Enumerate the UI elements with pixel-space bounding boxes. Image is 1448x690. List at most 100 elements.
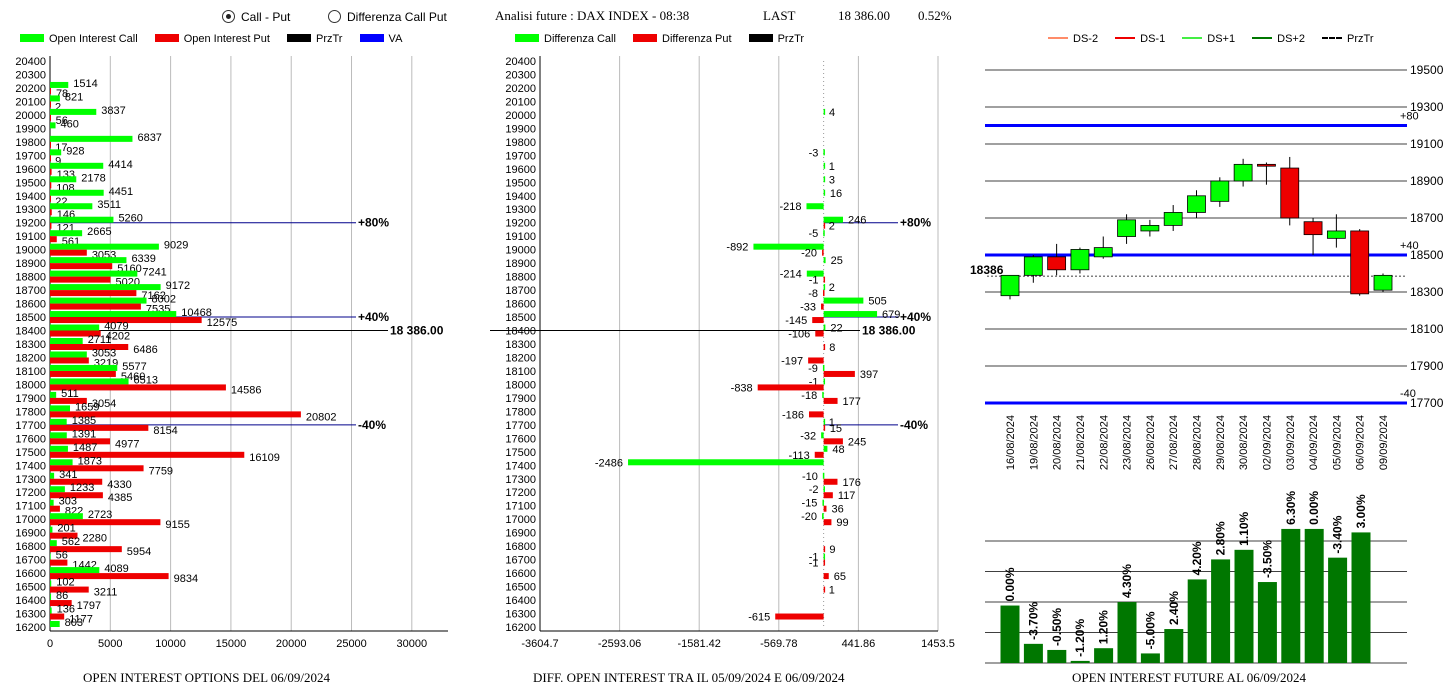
future-bar-label: -3.70%	[1026, 601, 1040, 639]
candle-body	[1117, 219, 1136, 237]
legend-ds-plus2: DS+2	[1252, 33, 1305, 45]
legend-line	[1182, 37, 1203, 39]
put-value-label: 7162	[141, 290, 165, 302]
page-title: Analisi future : DAX INDEX - 08:38	[495, 8, 690, 23]
call-value-label: 5577	[122, 361, 146, 373]
date-label: 26/08/2024	[1145, 415, 1157, 470]
candle-body	[1210, 180, 1230, 202]
legend-oi-put: Open Interest Put	[154, 33, 270, 45]
caption-oi: OPEN INTEREST OPTIONS DEL 06/09/2024	[83, 670, 330, 685]
strike-label: 19800	[15, 137, 46, 149]
put-bar	[50, 573, 169, 580]
date-label: 09/09/2024	[1378, 415, 1390, 470]
strike-label: 19000	[15, 245, 46, 257]
call-value-label: 6339	[131, 253, 155, 265]
strike-label: 16600	[505, 568, 536, 580]
call-bar	[50, 594, 52, 601]
put-value-label: 5954	[127, 546, 151, 558]
call-value-label: 928	[66, 145, 84, 157]
put-bar	[50, 263, 113, 270]
va-level-label: +40%	[900, 310, 931, 324]
put-bar	[50, 546, 122, 553]
call-value-label: 2723	[88, 509, 112, 521]
call-value-label: 86	[56, 590, 68, 602]
put-bar	[50, 209, 52, 216]
change-pct: 0.52%	[918, 8, 952, 23]
put-bar	[50, 519, 161, 526]
legend-prztr: PrzTr	[1322, 33, 1374, 45]
put-bar	[50, 411, 301, 418]
call-diff-bar-label: 1	[829, 417, 835, 429]
call-bar	[50, 580, 52, 587]
call-value-label: 1233	[70, 482, 94, 494]
va-level-label: -40%	[900, 418, 928, 432]
put-bar	[50, 465, 144, 472]
legend-swatch	[20, 34, 44, 42]
last-value: 18 386.00	[838, 8, 890, 23]
future-bar	[1000, 605, 1020, 663]
y-tick-label: 18900	[1410, 174, 1444, 188]
radio-call-put[interactable]: Call - Put	[222, 10, 290, 24]
strike-label: 19600	[15, 164, 46, 176]
put-diff-bar	[815, 330, 824, 337]
put-bar	[50, 397, 87, 404]
put-diff-bar	[823, 573, 829, 580]
legend-line	[1048, 37, 1068, 39]
strike-label: 18000	[15, 379, 46, 391]
va-level-label: -40%	[358, 418, 386, 432]
call-value-label: 4089	[104, 563, 128, 575]
future-bar	[1211, 559, 1231, 663]
date-label: 29/08/2024	[1215, 415, 1227, 470]
put-diff-bar	[823, 492, 833, 499]
put-diff-bar	[812, 317, 824, 324]
put-value-label: 56	[56, 115, 68, 127]
put-bar	[50, 276, 111, 283]
put-bar	[50, 101, 51, 108]
radio-off-icon[interactable]	[328, 10, 341, 23]
put-diff-bar	[823, 290, 825, 297]
call-diff-bar-label: 22	[830, 323, 842, 335]
call-bar	[50, 324, 100, 331]
call-diff-bar-label: -218	[779, 201, 801, 213]
put-diff-bar	[821, 303, 824, 310]
call-value-label: 3053	[92, 347, 116, 359]
put-value-label: 3211	[94, 587, 118, 599]
put-diff-bar	[823, 276, 826, 283]
radio-differenza[interactable]: Differenza Call Put	[328, 10, 447, 24]
put-value-label: 16109	[249, 452, 280, 464]
strike-label: 16900	[505, 528, 536, 540]
call-bar	[50, 230, 83, 237]
candle-body	[1187, 195, 1206, 213]
call-bar	[50, 216, 114, 223]
call-diff-bar-label: 246	[848, 215, 866, 227]
put-value-label: 14586	[231, 384, 262, 396]
call-value-label: 2711	[88, 334, 112, 346]
strike-label: 19300	[505, 204, 536, 216]
future-bar	[1117, 602, 1137, 663]
put-value-label: 4977	[115, 438, 139, 450]
put-bar	[50, 182, 52, 189]
strike-label: 20200	[15, 83, 46, 95]
put-diff-bar-label: -113	[789, 450, 810, 462]
put-value-label: 1797	[77, 600, 101, 612]
legend-swatch	[515, 34, 539, 42]
strike-label: 17300	[505, 474, 536, 486]
call-diff-bar	[823, 230, 825, 237]
legend-diff-prztr: PrzTr	[748, 33, 804, 45]
strike-label: 19300	[15, 204, 46, 216]
call-value-label: 2178	[81, 172, 105, 184]
x-tick-label: 30000	[397, 638, 428, 650]
future-bar-label: 3.00%	[1354, 494, 1368, 528]
call-diff-bar	[753, 243, 824, 250]
radio-on-icon[interactable]	[222, 10, 235, 23]
call-diff-bar-label: -18	[801, 390, 817, 402]
strike-label: 18000	[505, 379, 536, 391]
put-diff-bar-label: 176	[842, 477, 860, 489]
legend-line	[1115, 37, 1136, 39]
put-diff-bar	[757, 384, 824, 391]
legend-candle: DS-2 DS-1 DS+1 DS+2 PrzTr	[1048, 33, 1374, 45]
future-bar	[1234, 549, 1254, 663]
call-diff-bar-label: 679	[882, 309, 900, 321]
call-value-label: 1385	[72, 415, 96, 427]
legend-label: DS-2	[1073, 33, 1099, 45]
